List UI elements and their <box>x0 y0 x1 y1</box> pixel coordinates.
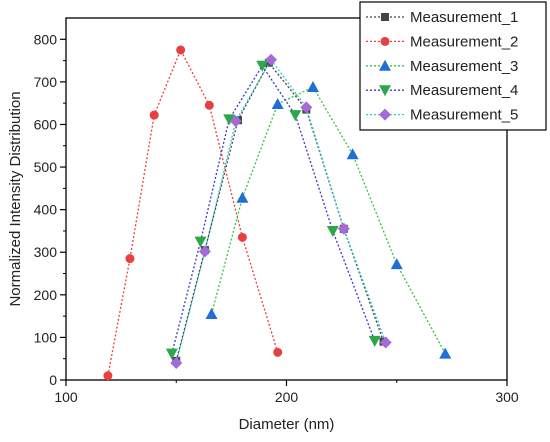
series-5-point-3 <box>265 53 278 66</box>
series-5-point-0 <box>170 356 183 369</box>
series-3-point-1 <box>236 191 249 203</box>
series-2-point-6 <box>273 347 283 357</box>
y-tick-label-2: 200 <box>34 287 58 303</box>
y-tick-label-6: 600 <box>34 116 58 132</box>
series-4-point-0 <box>165 348 178 360</box>
y-tick-label-5: 500 <box>34 159 58 175</box>
series-2-point-1 <box>125 254 135 264</box>
series-2-point-3 <box>176 45 186 55</box>
series-2-point-0 <box>103 371 113 381</box>
legend-label-5: Measurement_5 <box>410 107 518 124</box>
series-3 <box>205 80 452 359</box>
y-tick-label-3: 300 <box>34 244 58 260</box>
legend-label-3: Measurement_3 <box>410 58 518 75</box>
legend-marker-1 <box>381 13 389 21</box>
series-2-point-5 <box>237 232 247 242</box>
x-tick-label-0: 100 <box>54 389 78 405</box>
legend: Measurement_1 Measurement_2 Measurement_3 M… <box>359 1 547 131</box>
series-3-point-4 <box>346 148 359 160</box>
legend-marker-3 <box>379 59 391 71</box>
series-5-point-2 <box>229 115 242 128</box>
series-4-point-1 <box>194 236 207 248</box>
series-5 <box>170 53 392 369</box>
series-2-point-2 <box>149 110 159 120</box>
series-5-point-4 <box>300 101 313 114</box>
legend-marker-4 <box>379 85 391 97</box>
series-4-point-2 <box>223 114 236 126</box>
x-tick-label-1: 200 <box>275 389 299 405</box>
series-4-point-3 <box>256 60 269 72</box>
legend-label-4: Measurement_4 <box>410 82 518 99</box>
series-3-point-5 <box>390 258 403 270</box>
series-5-point-1 <box>198 245 211 258</box>
legend-marker-2 <box>380 36 390 46</box>
series-3-point-3 <box>306 80 319 92</box>
series-5-point-5 <box>337 222 350 235</box>
y-tick-label-4: 400 <box>34 202 58 218</box>
series-2-line <box>107 48 279 376</box>
plot-series <box>103 45 452 381</box>
x-tick-label-2: 300 <box>495 389 519 405</box>
series-4-point-4 <box>289 110 302 122</box>
series-4-point-5 <box>326 225 339 237</box>
y-tick-label-0: 0 <box>49 372 57 388</box>
series-4 <box>165 60 381 360</box>
series-2 <box>103 45 283 381</box>
series-3-point-2 <box>271 98 284 110</box>
y-tick-label-1: 100 <box>34 329 58 345</box>
y-tick-label-7: 700 <box>34 74 58 90</box>
series-3-point-0 <box>205 307 218 319</box>
series-3-point-6 <box>439 347 452 359</box>
x-axis-label: Diameter (nm) <box>239 416 335 433</box>
y-tick-label-8: 800 <box>34 31 58 47</box>
series-5-point-6 <box>379 336 392 349</box>
series-4-point-6 <box>368 335 381 347</box>
legend-marker-5 <box>379 108 391 121</box>
series-2-point-4 <box>204 100 214 110</box>
y-axis-label: Normalized Intensity Distribution <box>7 91 24 306</box>
legend-label-1: Measurement_1 <box>410 9 518 26</box>
legend-label-2: Measurement_2 <box>410 33 518 50</box>
